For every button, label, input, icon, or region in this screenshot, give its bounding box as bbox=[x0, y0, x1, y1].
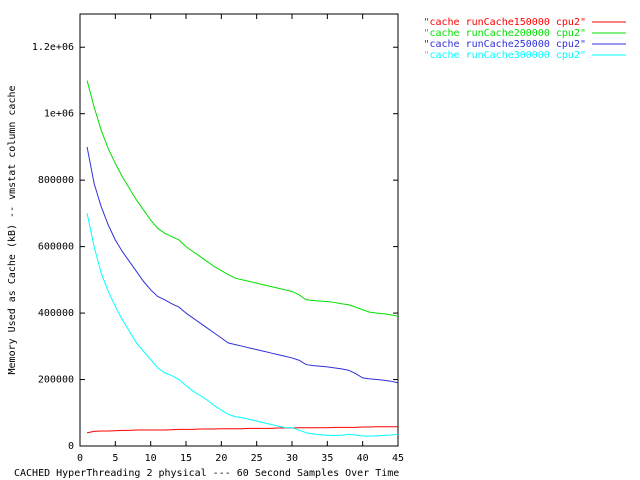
legend-label: "cache runCache250000 cpu2" bbox=[423, 39, 586, 50]
x-tick-label: 30 bbox=[286, 453, 298, 464]
x-tick-label: 0 bbox=[77, 453, 83, 464]
x-tick-label: 45 bbox=[392, 453, 404, 464]
x-tick-label: 5 bbox=[112, 453, 118, 464]
plot-frame bbox=[79, 13, 399, 447]
y-tick-label: 0 bbox=[68, 441, 74, 452]
y-tick-label: 600000 bbox=[38, 242, 74, 253]
x-tick-label: 10 bbox=[145, 453, 157, 464]
y-tick-label: 200000 bbox=[38, 375, 74, 386]
y-axis-label: Memory Used as Cache (kB) -- vmstat colu… bbox=[7, 86, 18, 375]
legend-label: "cache runCache300000 cpu2" bbox=[423, 50, 586, 61]
x-tick-label: 35 bbox=[321, 453, 333, 464]
y-tick-label: 1.2e+06 bbox=[32, 42, 74, 53]
y-tick-label: 800000 bbox=[38, 175, 74, 186]
x-tick-label: 15 bbox=[180, 453, 192, 464]
y-tick-label: 1e+06 bbox=[44, 109, 74, 120]
x-tick-label: 40 bbox=[357, 453, 369, 464]
x-axis-label: CACHED HyperThreading 2 physical --- 60 … bbox=[14, 468, 399, 479]
series-line bbox=[86, 426, 398, 434]
legend-label: "cache runCache200000 cpu2" bbox=[423, 28, 586, 39]
x-tick-label: 20 bbox=[215, 453, 227, 464]
series-line bbox=[86, 146, 399, 384]
x-tick-label: 25 bbox=[251, 453, 263, 464]
series-line bbox=[86, 213, 399, 437]
legend-label: "cache runCache150000 cpu2" bbox=[423, 17, 586, 28]
series-line bbox=[86, 80, 399, 317]
y-tick-label: 400000 bbox=[38, 308, 74, 319]
